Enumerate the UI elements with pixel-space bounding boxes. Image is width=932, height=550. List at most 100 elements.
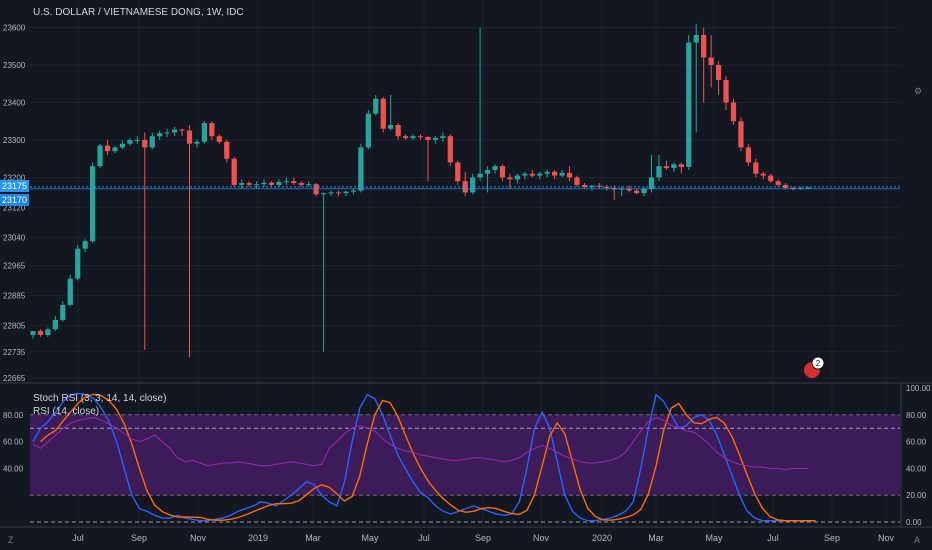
candle-body bbox=[119, 143, 126, 148]
candle-body bbox=[127, 139, 133, 144]
y-tick-label: 23200 bbox=[3, 173, 26, 182]
candle-body bbox=[365, 113, 371, 148]
y-tick-label: 22965 bbox=[3, 262, 26, 271]
candle-body bbox=[358, 147, 364, 191]
candle-body bbox=[67, 278, 73, 305]
x-tick-label: Sep bbox=[131, 533, 147, 543]
indicator-right-tick: 40.00 bbox=[906, 464, 927, 473]
candle-body bbox=[641, 188, 647, 194]
candle-body bbox=[604, 186, 610, 188]
rsi-line bbox=[32, 416, 808, 471]
y-tick-label: 22665 bbox=[3, 374, 26, 383]
candle-body bbox=[462, 181, 468, 193]
candle-body bbox=[633, 190, 640, 194]
candle-body bbox=[701, 34, 707, 58]
candle-body bbox=[730, 102, 737, 122]
candle-body bbox=[186, 130, 193, 144]
candle-body bbox=[321, 193, 327, 195]
candle-body bbox=[507, 177, 513, 180]
candle-body bbox=[298, 183, 304, 185]
candle-body bbox=[380, 98, 386, 129]
indicator-right-tick: 60.00 bbox=[906, 438, 927, 447]
candle-body bbox=[671, 164, 677, 169]
y-tick-label: 23300 bbox=[3, 136, 26, 145]
candle-body bbox=[552, 171, 558, 176]
candle-body bbox=[522, 173, 528, 176]
candle-body bbox=[60, 304, 66, 320]
timezone-icon[interactable]: Z bbox=[8, 535, 14, 545]
symbol-title: U.S. DOLLAR / VIETNAMESE DONG, 1W, IDC bbox=[33, 7, 244, 18]
y-tick-label: 23500 bbox=[3, 61, 26, 70]
candle-body bbox=[455, 162, 461, 182]
candle-body bbox=[335, 192, 342, 194]
candle-body bbox=[723, 79, 729, 103]
indicator-right-tick: 0.00 bbox=[906, 518, 922, 527]
candle-body bbox=[224, 141, 230, 159]
candle-body bbox=[432, 138, 439, 140]
candle-body bbox=[686, 42, 692, 167]
candle-body bbox=[313, 184, 319, 195]
indicator-left-tick: 40.00 bbox=[3, 464, 24, 473]
candle-body bbox=[775, 181, 781, 185]
candle-body bbox=[306, 184, 312, 186]
candle-body bbox=[52, 319, 58, 330]
candle-body bbox=[417, 136, 424, 138]
indicator-series bbox=[32, 392, 816, 522]
candle-body bbox=[626, 188, 632, 191]
x-tick-label: Mar bbox=[305, 533, 321, 543]
auto-scale-icon[interactable]: A bbox=[914, 535, 921, 545]
x-tick-label: Jul bbox=[767, 533, 779, 543]
x-tick-label: Sep bbox=[824, 533, 840, 543]
events-badge-count: 2 bbox=[816, 359, 821, 368]
candle-body bbox=[37, 331, 44, 335]
candle-body bbox=[373, 98, 379, 114]
candle-body bbox=[760, 173, 766, 176]
candle-body bbox=[544, 171, 550, 174]
y-tick-label: 23040 bbox=[3, 233, 26, 242]
settings-icon[interactable]: ⚙ bbox=[914, 86, 923, 96]
y-tick-label: 22735 bbox=[3, 348, 26, 357]
axes: Jul Sep Nov 2019 Mar May Jul Sep Nov 2020 Mar May Ju… bbox=[3, 23, 931, 543]
candle-body bbox=[402, 136, 409, 139]
candle-body bbox=[574, 177, 580, 185]
candle-body bbox=[276, 181, 282, 185]
x-tick-label: Nov bbox=[533, 533, 550, 543]
candle-body bbox=[194, 141, 200, 144]
candle-body bbox=[209, 123, 215, 137]
candle-body bbox=[45, 329, 51, 335]
candle-body bbox=[537, 173, 543, 176]
candle-body bbox=[499, 166, 506, 178]
x-tick-label: Nov bbox=[190, 533, 207, 543]
candle-body bbox=[470, 177, 476, 193]
current-price-tag: 23175 bbox=[0, 180, 29, 192]
x-tick-label: Sep bbox=[475, 533, 491, 543]
candle-body bbox=[171, 129, 178, 133]
candle-body bbox=[164, 132, 170, 134]
indicator-right-tick: 20.00 bbox=[906, 491, 927, 500]
candle-body bbox=[350, 190, 357, 192]
y-tick-label: 23400 bbox=[3, 98, 26, 107]
candle-body bbox=[157, 133, 163, 137]
candle-body bbox=[589, 185, 595, 187]
candle-body bbox=[343, 191, 349, 194]
candle-body bbox=[246, 183, 252, 185]
candle-body bbox=[715, 64, 722, 80]
candle-body bbox=[30, 331, 36, 335]
indicator-right-tick: 80.00 bbox=[906, 411, 927, 420]
events-badge[interactable]: 2 bbox=[804, 356, 825, 378]
x-tick-label: Jul bbox=[418, 533, 430, 543]
candle-body bbox=[388, 124, 394, 129]
x-tick-label: Jul bbox=[72, 533, 84, 543]
candle-body bbox=[134, 139, 140, 141]
candle-body bbox=[231, 158, 237, 185]
stoch-d-line bbox=[40, 393, 816, 522]
candle-body bbox=[395, 124, 401, 137]
x-tick-label: 2019 bbox=[248, 533, 268, 543]
candle-body bbox=[663, 166, 670, 169]
candle-body bbox=[492, 166, 498, 170]
candle-body bbox=[283, 181, 289, 183]
candle-body bbox=[82, 241, 88, 249]
candle-body bbox=[112, 147, 118, 152]
y-tick-label: 23600 bbox=[3, 23, 26, 32]
